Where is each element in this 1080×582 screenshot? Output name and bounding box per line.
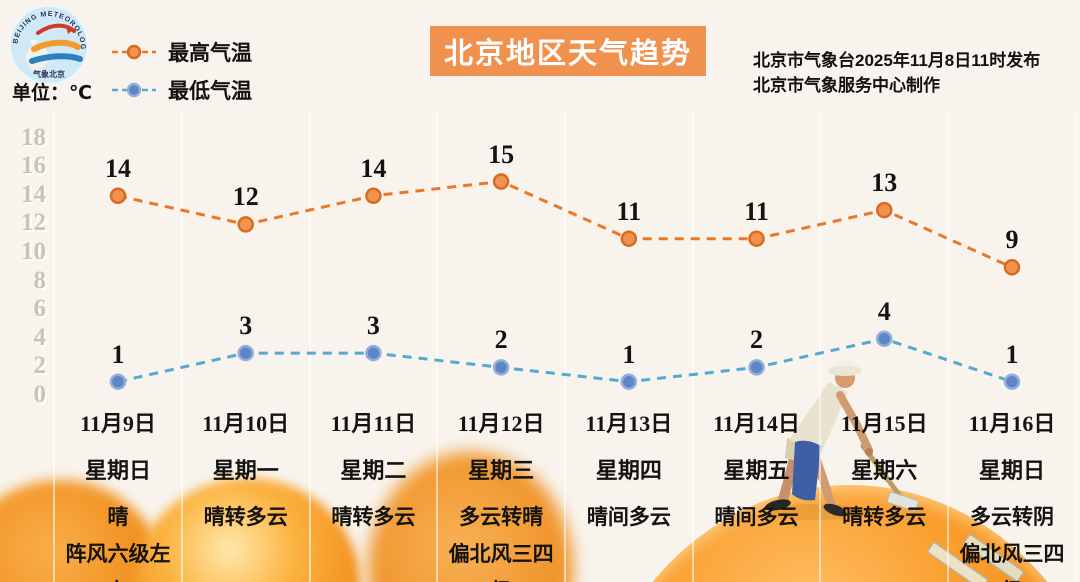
- legend-item-low-temp: 最低气温: [110, 76, 252, 104]
- data-point-value-label: 1: [622, 339, 636, 369]
- date-label: 11月12日: [457, 411, 545, 436]
- date-label: 11月16日: [968, 411, 1056, 436]
- data-point-value-label: 3: [366, 311, 380, 341]
- y-axis-tick: 12: [21, 209, 46, 237]
- weather-label: 晴间多云: [714, 506, 799, 529]
- figure-blue-apron: [792, 440, 821, 501]
- column-divider-line: [53, 110, 56, 582]
- data-point-value-label: 2: [750, 325, 764, 355]
- svg-text:气象北京: 气象北京: [32, 69, 65, 79]
- legend-item-high-temp: 最高气温: [110, 38, 252, 66]
- weather-label: 晴 阵风六级左右: [65, 506, 171, 582]
- chart-legend: 最高气温 最低气温: [110, 38, 252, 114]
- weather-label: 晴转多云: [842, 506, 927, 529]
- data-point-value-label: 4: [877, 296, 891, 326]
- date-label: 11月11日: [330, 411, 417, 436]
- day-column: 11月13日 星期四晴间多云: [565, 406, 693, 536]
- weather-label: 晴转多云: [331, 506, 416, 529]
- weekday-label: 星期日: [978, 458, 1045, 483]
- figure-hat-brim: [828, 366, 862, 376]
- date-label: 11月13日: [585, 411, 673, 436]
- y-axis-tick: 6: [33, 295, 47, 323]
- issued-info: 北京市气象台2025年11月8日11时发布 北京市气象服务中心制作: [753, 48, 1040, 98]
- data-point-value-label: 14: [360, 153, 387, 183]
- y-axis-tick: 4: [33, 323, 47, 351]
- data-point-value-label: 1: [111, 339, 125, 369]
- weekday-label: 星期三: [468, 458, 535, 483]
- day-column: 11月14日 星期五晴间多云: [693, 406, 821, 536]
- issued-line-2: 北京市气象服务中心制作: [753, 76, 940, 95]
- legend-label-low-temp: 最低气温: [168, 80, 252, 103]
- date-label: 11月9日: [80, 411, 156, 436]
- weekday-label: 星期二: [340, 458, 407, 483]
- figure-arm: [836, 391, 873, 454]
- y-axis-tick: 14: [21, 180, 46, 208]
- day-column: 11月10日 星期一晴转多云: [182, 406, 310, 536]
- data-point-value-label: 14: [105, 153, 131, 183]
- data-point-value-label: 11: [616, 196, 642, 226]
- figure-shirt: [789, 382, 848, 454]
- beijing-meteorological-service-logo: BEIJING METEOROLOGICAL SERVICE 气象北京: [8, 4, 89, 85]
- y-axis-tick: 18: [21, 123, 46, 151]
- y-axis-tick: 16: [21, 152, 46, 180]
- unit-label: 单位：℃: [12, 83, 93, 104]
- date-label: 11月10日: [202, 411, 290, 436]
- blue-swoosh-icon: [29, 53, 83, 64]
- data-point-value-label: 15: [488, 139, 515, 169]
- weather-label: 多云转晴 偏北风三四级: [448, 506, 554, 582]
- column-divider-line: [1074, 110, 1077, 582]
- weekday-label: 星期一: [212, 458, 279, 483]
- weekday-label: 星期六: [851, 458, 918, 483]
- y-axis-tick: 0: [33, 381, 47, 408]
- low-temp-line-marker-icon: [112, 82, 156, 98]
- data-point-value-label: 2: [494, 325, 508, 355]
- figure-hand: [865, 448, 873, 456]
- tool-head: [886, 491, 919, 512]
- data-point-value-label: 1: [1005, 339, 1019, 369]
- figure-shoe: [823, 503, 847, 517]
- ladder-decoration: [928, 534, 1025, 582]
- legend-label-high-temp: 最高气温: [168, 42, 252, 65]
- figure-shoe: [765, 499, 791, 511]
- high-temp-line-marker-icon: [112, 44, 156, 60]
- day-column: 11月11日 星期二晴转多云: [309, 406, 437, 536]
- weather-label: 多云转阴 偏北风三四级: [959, 506, 1065, 582]
- data-point-value-label: 9: [1005, 225, 1019, 255]
- data-point-value-label: 11: [744, 196, 769, 226]
- y-axis-tick: 2: [33, 352, 47, 380]
- weekday-label: 星期五: [723, 458, 790, 483]
- day-column: 11月15日 星期六晴转多云: [820, 406, 948, 536]
- date-label: 11月14日: [713, 411, 800, 436]
- data-point-value-label: 3: [239, 311, 253, 341]
- y-axis-tick: 10: [21, 238, 46, 265]
- date-label: 11月15日: [840, 411, 928, 436]
- bird-icon: [30, 39, 39, 45]
- data-point-value-label: 13: [871, 168, 898, 198]
- weather-label: 晴转多云: [203, 506, 288, 529]
- weekday-label: 星期日: [84, 458, 151, 483]
- issued-line-1: 北京市气象台2025年11月8日11时发布: [753, 51, 1041, 70]
- red-arrow-icon: [66, 26, 74, 34]
- weather-label: 晴间多云: [586, 506, 671, 529]
- data-point-value-label: 12: [232, 182, 259, 212]
- orange-swoosh-icon: [31, 39, 81, 52]
- weekday-label: 星期四: [595, 458, 662, 483]
- page-title: 北京地区天气趋势: [430, 26, 707, 76]
- y-axis-tick: 8: [33, 266, 47, 294]
